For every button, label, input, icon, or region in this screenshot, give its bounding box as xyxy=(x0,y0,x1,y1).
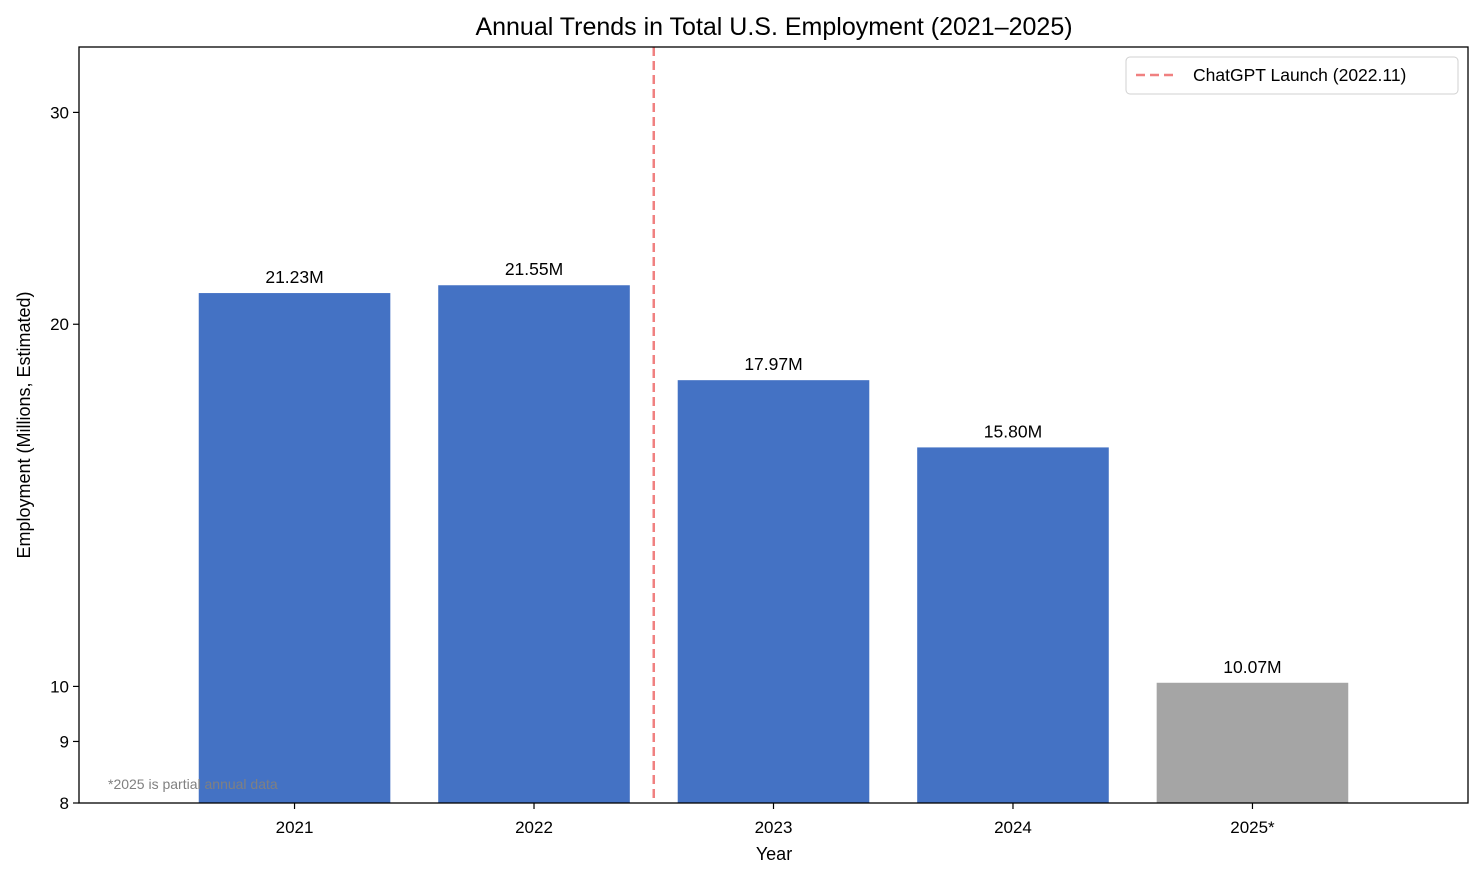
bar-2021 xyxy=(198,293,391,803)
x-axis-label: Year xyxy=(756,844,792,864)
chart-title: Annual Trends in Total U.S. Employment (… xyxy=(475,13,1072,41)
y-tick-label: 20 xyxy=(50,315,69,334)
data-label-2021: 21.23M xyxy=(265,267,323,287)
y-tick-label: 30 xyxy=(50,103,69,122)
legend-box xyxy=(1125,56,1459,95)
legend-label: ChatGPT Launch (2022.11) xyxy=(1193,65,1406,85)
y-axis-label: Employment (Millions, Estimated) xyxy=(14,291,34,558)
data-label-2025: 10.07M xyxy=(1223,657,1281,677)
data-label-2022: 21.55M xyxy=(505,259,563,279)
y-ticks-group: 8 9 10 20 30 xyxy=(50,103,79,813)
data-labels-group: 21.23M 21.55M 17.97M 15.80M 10.07M xyxy=(265,259,1281,677)
x-tick-label: 2021 xyxy=(276,818,314,837)
data-label-2023: 17.97M xyxy=(744,354,802,374)
x-ticks-group: 2021 2022 2023 2024 2025* xyxy=(276,803,1275,837)
y-tick-label: 9 xyxy=(60,732,69,751)
bar-2025 xyxy=(1156,682,1349,803)
x-tick-label: 2022 xyxy=(515,818,553,837)
bar-2024 xyxy=(917,447,1109,803)
y-tick-label: 8 xyxy=(60,794,69,813)
x-tick-label: 2024 xyxy=(994,818,1032,837)
bar-2023 xyxy=(677,380,870,803)
x-tick-label: 2023 xyxy=(755,818,793,837)
bar-2022 xyxy=(438,285,630,804)
legend: ChatGPT Launch (2022.11) xyxy=(1125,56,1459,95)
footnote: *2025 is partial annual data xyxy=(108,776,278,792)
x-tick-label: 2025* xyxy=(1230,818,1275,837)
data-label-2024: 15.80M xyxy=(984,421,1042,441)
bars-group xyxy=(198,285,1349,804)
y-tick-label: 10 xyxy=(50,677,69,696)
